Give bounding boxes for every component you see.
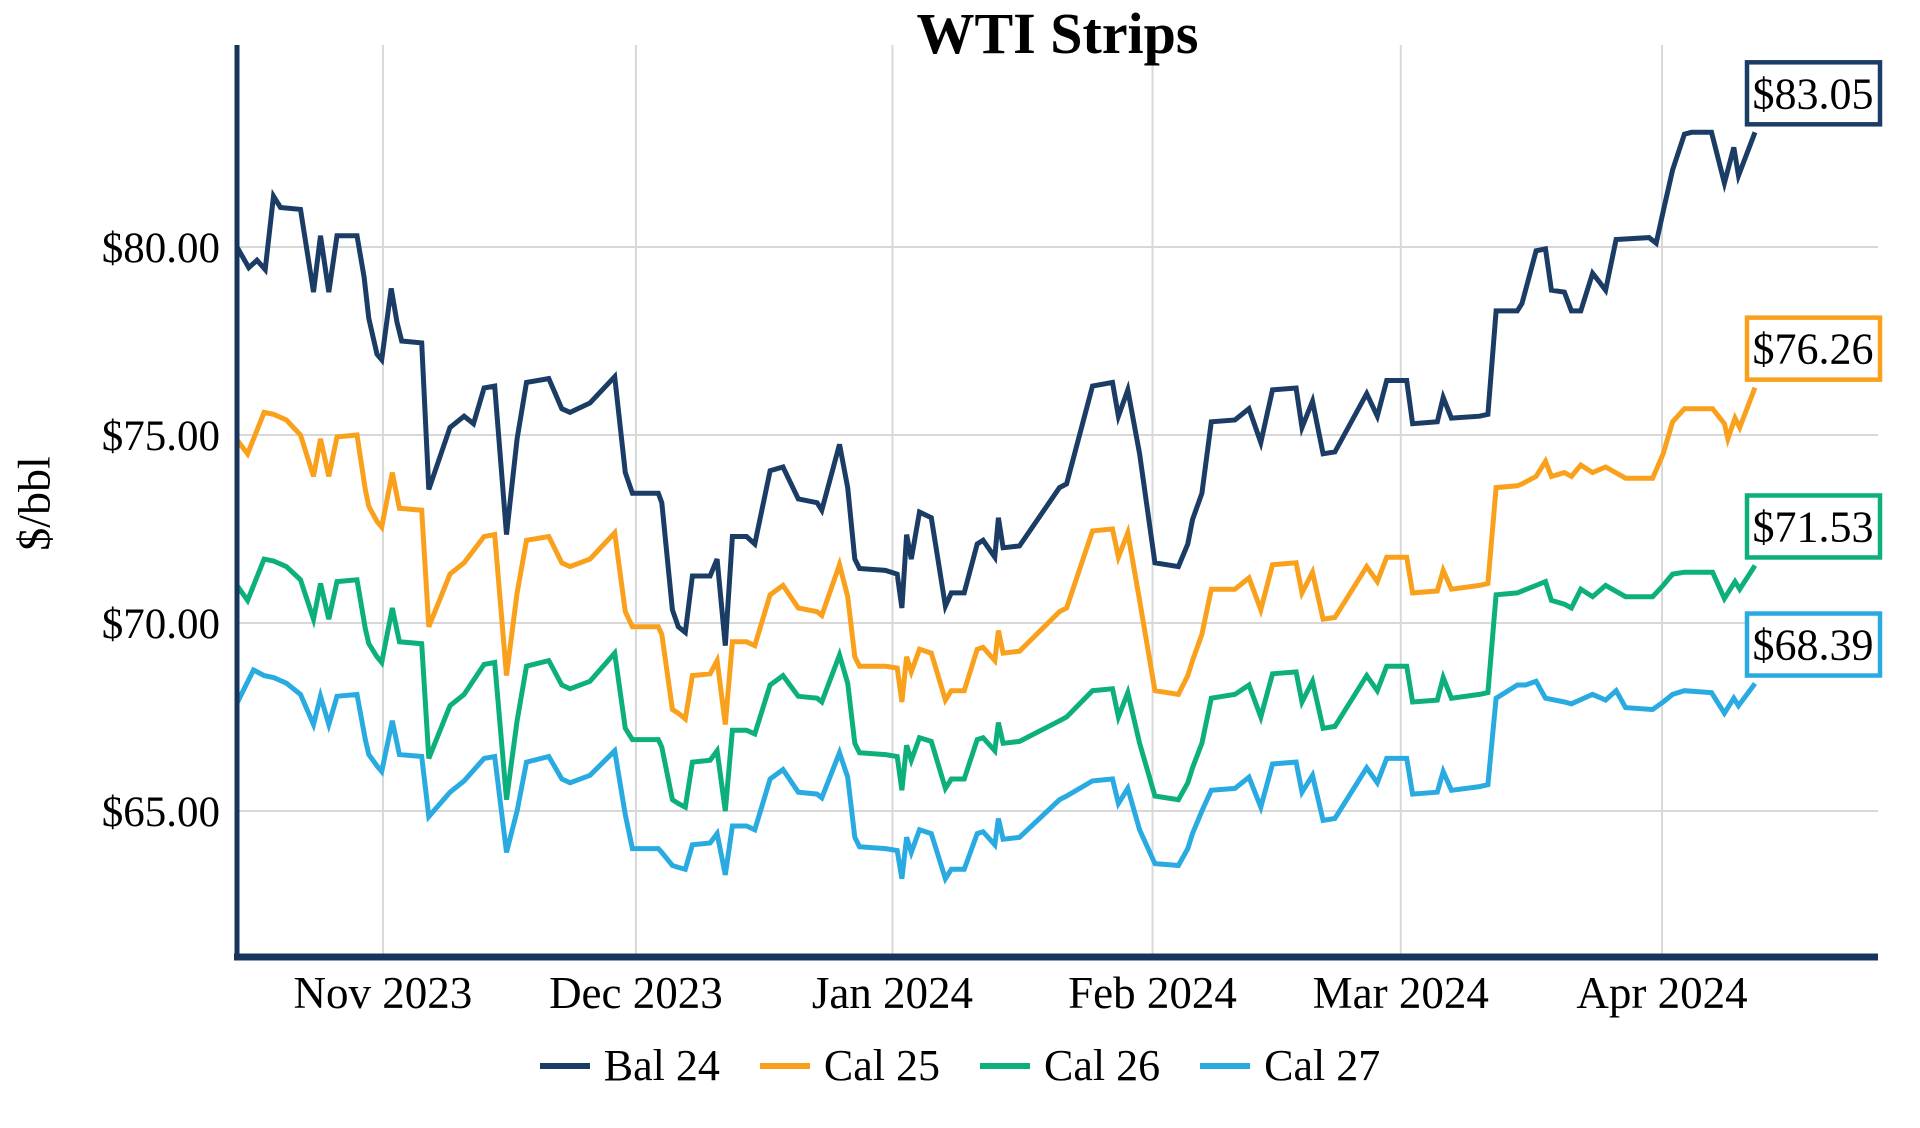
line-swatch-icon <box>539 1063 590 1069</box>
x-tick-label: Apr 2024 <box>1576 968 1747 1018</box>
legend-label: Cal 27 <box>1264 1041 1381 1090</box>
x-tick-label: Nov 2023 <box>294 968 473 1018</box>
y-tick-label: $70.00 <box>102 601 220 648</box>
line-swatch-icon <box>1200 1063 1251 1069</box>
legend-item-bal-24[interactable]: Bal 24 <box>539 1041 720 1090</box>
chart-title: WTI Strips <box>916 1 1199 66</box>
x-tick-label: Feb 2024 <box>1068 968 1237 1018</box>
y-tick-label: $80.00 <box>102 225 220 272</box>
price-badge-cal-25 <box>1744 315 1883 382</box>
y-tick-label: $75.00 <box>102 413 220 460</box>
price-badge-cal-26 <box>1744 493 1883 560</box>
series-lines <box>234 129 1758 885</box>
price-badge-label-bal-24: $83.05 <box>1753 69 1874 118</box>
x-tick-label: Jan 2024 <box>812 968 973 1018</box>
price-badges: $83.05 $76.26 $71.53 $68.39 <box>1744 60 1883 678</box>
legend-item-cal-25[interactable]: Cal 25 <box>759 1041 940 1090</box>
series-line-cal-27 <box>234 666 1758 885</box>
y-axis-label: $/bbl <box>8 456 60 551</box>
legend-label: Cal 26 <box>1044 1041 1161 1090</box>
legend-label: Cal 25 <box>823 1041 940 1090</box>
price-badge-label-cal-26: $71.53 <box>1753 502 1874 551</box>
line-swatch-icon <box>980 1063 1030 1069</box>
x-tick-label: Dec 2023 <box>549 968 723 1018</box>
gridlines: $80.00 $75.00 $70.00 $65.00 Nov 2023 Dec 2023… <box>102 45 1878 1018</box>
price-badge-bal-24 <box>1744 60 1883 127</box>
legend-label: Bal 24 <box>603 1041 720 1090</box>
price-badge-cal-27 <box>1744 611 1883 678</box>
legend-item-cal-26[interactable]: Cal 26 <box>980 1044 1160 1088</box>
axes <box>234 45 1878 961</box>
series-line-cal-26 <box>234 556 1758 812</box>
y-tick-label: $65.00 <box>102 789 220 836</box>
x-tick-label: Mar 2024 <box>1313 968 1489 1018</box>
legend-item-cal-27[interactable]: Cal 27 <box>1200 1044 1380 1088</box>
price-badge-label-cal-25: $76.26 <box>1753 325 1874 374</box>
price-badge-label-cal-27: $68.39 <box>1753 621 1874 670</box>
line-swatch-icon <box>759 1063 810 1069</box>
series-line-cal-25 <box>235 386 1758 725</box>
series-line-bal-24 <box>234 129 1758 646</box>
legend: Bal 24 Cal 25 Cal 26 Cal 27 <box>0 1044 1920 1088</box>
